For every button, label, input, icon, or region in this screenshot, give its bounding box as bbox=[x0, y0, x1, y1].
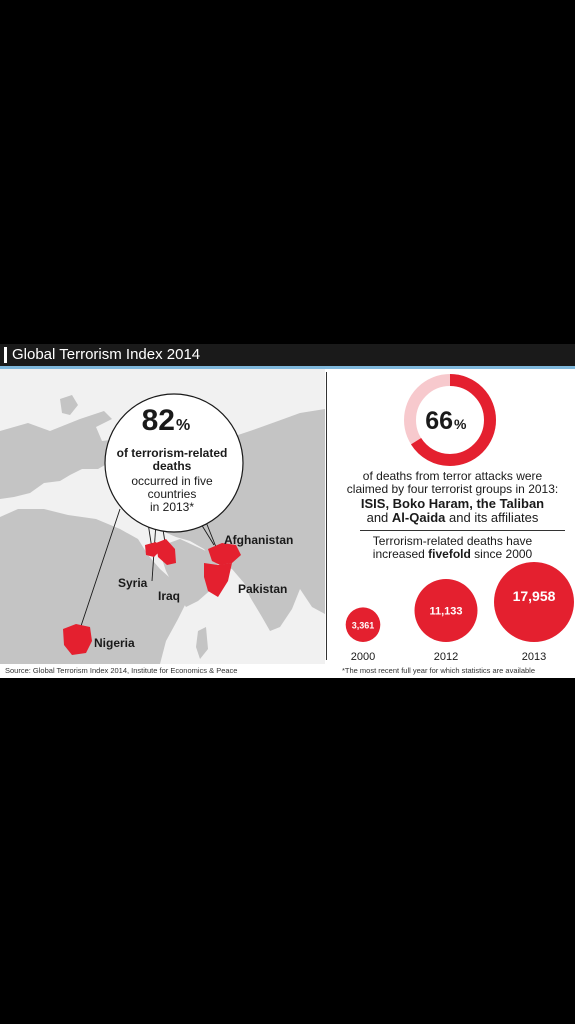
groups-line4: and Al-Qaida and its affiliates bbox=[330, 511, 575, 525]
bubble-2012 bbox=[414, 579, 478, 642]
iraq-shape bbox=[156, 539, 176, 565]
increase-pre: increased bbox=[372, 547, 425, 561]
stat-82-line4: countries bbox=[148, 487, 197, 501]
group-al-qaida: Al-Qaida bbox=[391, 510, 446, 525]
increase-line2: increased fivefold since 2000 bbox=[330, 548, 575, 561]
label-nigeria: Nigeria bbox=[94, 636, 135, 650]
donut-unit: % bbox=[454, 416, 467, 432]
stat-82-line1: of terrorism-related bbox=[117, 446, 228, 460]
bubble-2000 bbox=[345, 607, 381, 642]
stat-circle-82 bbox=[104, 393, 244, 533]
year-label-2013: 2013 bbox=[522, 651, 546, 663]
stat-82-line2: deaths bbox=[153, 459, 192, 473]
syria-shape bbox=[145, 542, 160, 557]
label-pakistan: Pakistan bbox=[238, 582, 287, 596]
label-iraq: Iraq bbox=[158, 589, 180, 603]
increase-fivefold: fivefold bbox=[428, 547, 471, 561]
donut-chart-66: 66 % bbox=[404, 374, 496, 466]
page-title: Global Terrorism Index 2014 bbox=[12, 346, 201, 363]
footnote: *The most recent full year for which sta… bbox=[342, 666, 535, 675]
world-map: 82 % of terrorism-related deaths occurre… bbox=[0, 393, 325, 664]
increase-line1: Terrorism-related deaths have bbox=[372, 534, 533, 548]
bubble-value-2012: 11,133 bbox=[429, 606, 462, 618]
title-bar: Global Terrorism Index 2014 bbox=[0, 344, 575, 366]
source-note: Source: Global Terrorism Index 2014, Ins… bbox=[5, 666, 238, 675]
year-label-2000: 2000 bbox=[351, 651, 375, 663]
groups-and: and bbox=[366, 510, 389, 525]
groups-line2: claimed by four terrorist groups in 2013… bbox=[346, 482, 559, 496]
stat-82-unit: % bbox=[176, 417, 190, 434]
panel-divider bbox=[326, 372, 327, 660]
stat-82-number: 82 bbox=[142, 404, 175, 437]
year-label-2012: 2012 bbox=[434, 651, 458, 663]
europe-landmass bbox=[0, 411, 126, 499]
right-divider bbox=[360, 530, 565, 531]
groups-line1: of deaths from terror attacks were bbox=[362, 469, 543, 483]
stat-82-line3: occurred in five bbox=[131, 474, 213, 488]
stat-82-line5: in 2013* bbox=[150, 500, 194, 514]
leader-line-nigeria bbox=[77, 508, 121, 636]
bubble-value-2000: 3,361 bbox=[352, 621, 375, 631]
deaths-bubble-chart: 3,361 2000 11,133 2012 17,958 2013 bbox=[345, 562, 574, 663]
infographic: Global Terrorism Index 2014 bbox=[0, 344, 575, 678]
uk-landmass bbox=[60, 395, 78, 415]
title-underline bbox=[0, 366, 575, 369]
afghanistan-shape bbox=[208, 543, 241, 565]
title-accent-bar bbox=[4, 347, 7, 363]
bubble-value-2013: 17,958 bbox=[513, 588, 556, 604]
donut-number: 66 bbox=[425, 407, 453, 435]
groups-affiliates: and its affiliates bbox=[449, 510, 539, 525]
donut-arc bbox=[404, 374, 496, 466]
increase-post: since 2000 bbox=[474, 547, 533, 561]
nigeria-shape bbox=[63, 624, 92, 655]
bubble-2013 bbox=[494, 562, 574, 642]
groups-names: ISIS, Boko Haram, the Taliban bbox=[360, 496, 545, 511]
label-syria: Syria bbox=[118, 576, 148, 590]
pakistan-shape bbox=[204, 563, 232, 597]
map-panel: 82 % of terrorism-related deaths occurre… bbox=[0, 369, 325, 664]
madagascar-landmass bbox=[196, 627, 208, 659]
label-afghanistan: Afghanistan bbox=[224, 533, 293, 547]
